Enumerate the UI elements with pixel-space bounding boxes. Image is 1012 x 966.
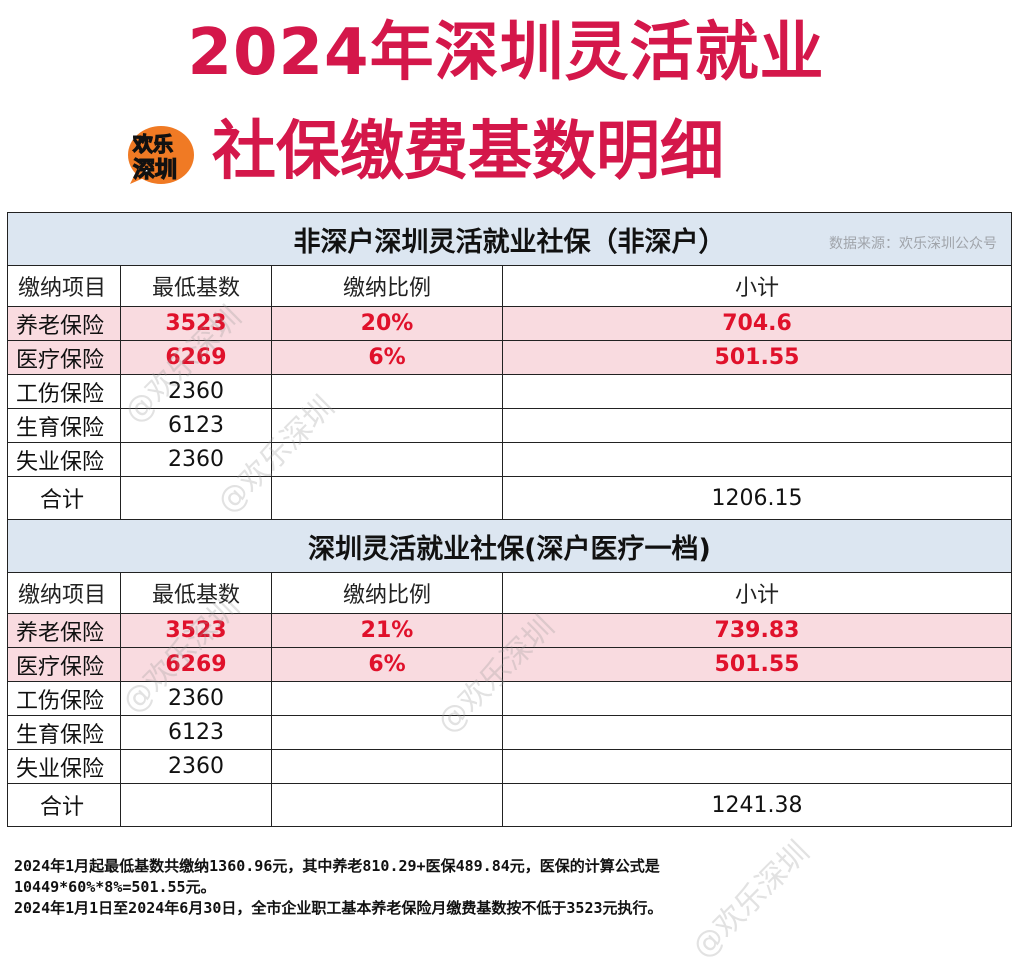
table-row: 失业保险 2360 xyxy=(7,442,1012,477)
cell-subtotal: 739.83 xyxy=(502,613,1012,648)
cell-base: 6269 xyxy=(120,647,272,682)
cell-base: 6123 xyxy=(120,715,272,750)
cell-item: 医疗保险 xyxy=(7,647,121,682)
cell-base: 2360 xyxy=(120,374,272,409)
cell-rate: 21% xyxy=(271,613,503,648)
cell-item: 生育保险 xyxy=(7,715,121,750)
empty-cell xyxy=(271,476,503,520)
column-header: 缴纳项目 xyxy=(7,265,121,307)
total-value: 1241.38 xyxy=(502,783,1012,827)
section-heading: 深圳灵活就业社保(深户医疗一档) xyxy=(7,519,1012,573)
table-row: 工伤保险 2360 xyxy=(7,374,1012,409)
column-header: 最低基数 xyxy=(120,265,272,307)
cell-rate: 6% xyxy=(271,340,503,375)
cell-base: 2360 xyxy=(120,442,272,477)
svg-text:深圳: 深圳 xyxy=(133,158,177,183)
table-row: 失业保险 2360 xyxy=(7,749,1012,784)
cell-base: 3523 xyxy=(120,613,272,648)
empty-cell xyxy=(271,783,503,827)
cell-subtotal xyxy=(502,715,1012,750)
column-header: 缴纳项目 xyxy=(7,572,121,614)
table-row: 养老保险 3523 21% 739.83 xyxy=(7,613,1012,648)
cell-subtotal xyxy=(502,442,1012,477)
cell-item: 养老保险 xyxy=(7,306,121,341)
total-label: 合计 xyxy=(7,783,121,827)
table-row: 生育保险 6123 xyxy=(7,715,1012,750)
cell-rate xyxy=(271,442,503,477)
cell-subtotal: 704.6 xyxy=(502,306,1012,341)
column-header-row: 缴纳项目 最低基数 缴纳比例 小计 xyxy=(7,572,1012,614)
section-heading: 非深户深圳灵活就业社保（非深户） 数据来源：欢乐深圳公众号 xyxy=(7,212,1012,266)
total-row: 合计 1206.15 xyxy=(7,476,1012,520)
cell-item: 工伤保险 xyxy=(7,681,121,716)
cell-subtotal xyxy=(502,681,1012,716)
note-line-2: 10449*60%*8%=501.55元。 xyxy=(14,878,216,896)
section-heading-text: 深圳灵活就业社保(深户医疗一档) xyxy=(308,533,711,565)
page-title-line1: 2024年深圳灵活就业 xyxy=(187,16,825,90)
cell-subtotal xyxy=(502,749,1012,784)
cell-rate xyxy=(271,749,503,784)
column-header: 小计 xyxy=(502,265,1012,307)
table-row: 生育保险 6123 xyxy=(7,408,1012,443)
cell-item: 生育保险 xyxy=(7,408,121,443)
note-line-3: 2024年1月1日至2024年6月30日，全市企业职工基本养老保险月缴费基数按不… xyxy=(14,899,663,917)
cell-rate: 6% xyxy=(271,647,503,682)
cell-item: 医疗保险 xyxy=(7,340,121,375)
table-row: 医疗保险 6269 6% 501.55 xyxy=(7,647,1012,682)
cell-item: 失业保险 xyxy=(7,442,121,477)
column-header: 最低基数 xyxy=(120,572,272,614)
total-value: 1206.15 xyxy=(502,476,1012,520)
cell-rate xyxy=(271,374,503,409)
notes: 2024年1月起最低基数共缴纳1360.96元，其中养老810.29+医保489… xyxy=(14,856,1004,919)
column-header: 小计 xyxy=(502,572,1012,614)
cell-base: 2360 xyxy=(120,749,272,784)
cell-rate: 20% xyxy=(271,306,503,341)
cell-item: 失业保险 xyxy=(7,749,121,784)
empty-cell xyxy=(120,783,272,827)
total-row: 合计 1241.38 xyxy=(7,783,1012,827)
note-line-1: 2024年1月起最低基数共缴纳1360.96元，其中养老810.29+医保489… xyxy=(14,857,660,875)
cell-rate xyxy=(271,715,503,750)
logo: 欢乐 深圳 xyxy=(128,126,194,184)
table-row: 养老保险 3523 20% 704.6 xyxy=(7,306,1012,341)
cell-item: 养老保险 xyxy=(7,613,121,648)
cell-item: 工伤保险 xyxy=(7,374,121,409)
cell-subtotal xyxy=(502,408,1012,443)
cell-subtotal xyxy=(502,374,1012,409)
cell-subtotal: 501.55 xyxy=(502,647,1012,682)
column-header: 缴纳比例 xyxy=(271,572,503,614)
svg-text:欢乐: 欢乐 xyxy=(132,132,173,156)
section-heading-text: 非深户深圳灵活就业社保（非深户） xyxy=(293,226,726,258)
cell-subtotal: 501.55 xyxy=(502,340,1012,375)
total-label: 合计 xyxy=(7,476,121,520)
cell-base: 6123 xyxy=(120,408,272,443)
column-header-row: 缴纳项目 最低基数 缴纳比例 小计 xyxy=(7,265,1012,307)
page-title-line2: 社保缴费基数明细 xyxy=(212,115,724,189)
contribution-table: 非深户深圳灵活就业社保（非深户） 数据来源：欢乐深圳公众号 缴纳项目 最低基数 缴纳比例… xyxy=(7,212,1012,827)
source-note: 数据来源：欢乐深圳公众号 xyxy=(829,236,997,252)
column-header: 缴纳比例 xyxy=(271,265,503,307)
